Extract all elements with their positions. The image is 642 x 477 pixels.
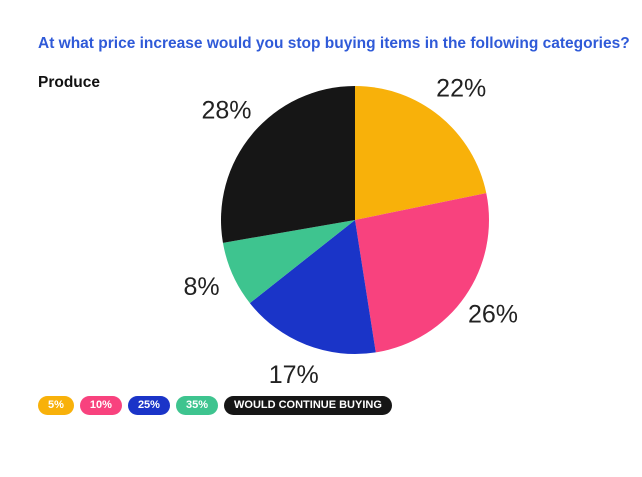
chart-subtitle: Produce xyxy=(38,74,101,91)
slice-label-1: 26% xyxy=(468,300,518,328)
legend-item-1: 10% xyxy=(79,396,122,415)
legend-item-3: 35% xyxy=(175,396,218,415)
slice-label-2: 17% xyxy=(269,361,319,389)
slice-label-4: 28% xyxy=(201,96,251,124)
pie-slice-0 xyxy=(355,86,487,220)
slice-label-3: 8% xyxy=(184,273,220,301)
pie-slice-3 xyxy=(222,220,355,304)
chart-legend: 5% 10% 25% 35% WOULD CONTINUE BUYING xyxy=(38,396,392,415)
pie-slice-1 xyxy=(355,193,489,353)
pie-slice-2 xyxy=(249,220,376,354)
legend-item-0: 5% xyxy=(38,396,74,415)
legend-item-2: 25% xyxy=(127,396,170,415)
pie-slice-4 xyxy=(221,86,355,243)
chart-title: At what price increase would you stop bu… xyxy=(38,35,630,52)
legend-item-4: WOULD CONTINUE BUYING xyxy=(224,396,392,415)
slice-label-0: 22% xyxy=(436,74,486,102)
